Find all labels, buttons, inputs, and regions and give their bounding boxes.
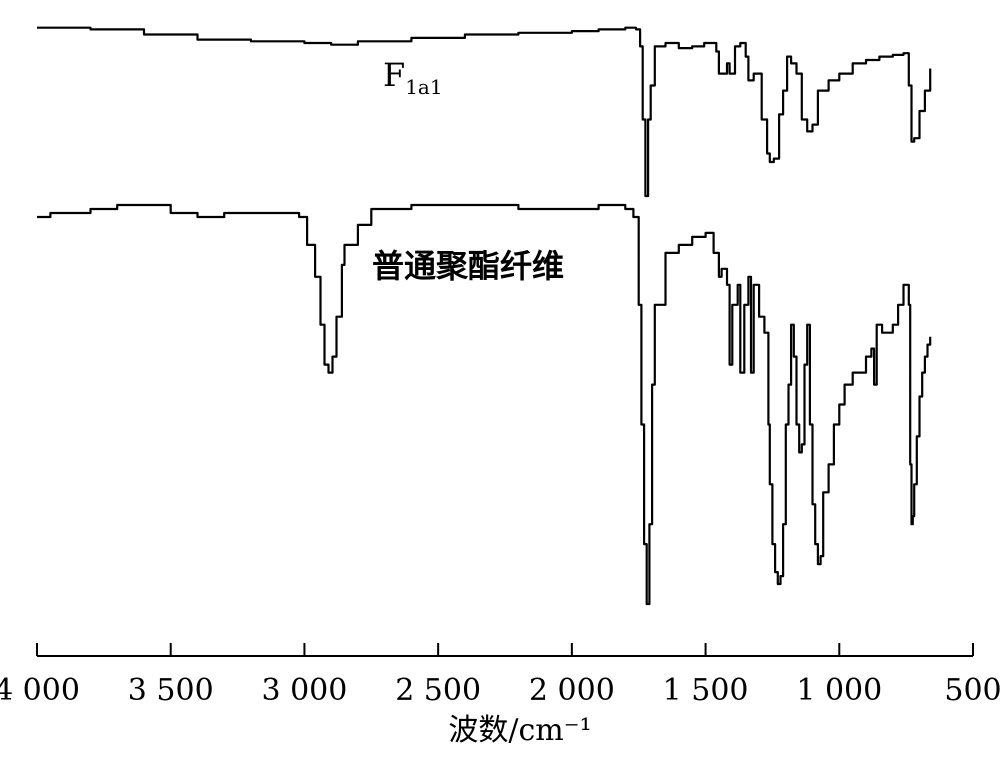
series-label-f1a1-main: F <box>383 56 405 94</box>
x-tick-label: 1 000 <box>796 673 882 708</box>
x-tick-label: 3 500 <box>128 673 214 708</box>
x-tick-label: 2 000 <box>529 673 615 708</box>
x-axis-ticks: 4 000 3 500 3 000 2 500 2 000 1 500 1 000 500 <box>0 643 1000 708</box>
series-label-f1a1: F1a1 <box>383 56 443 99</box>
series-label-f1a1-sub: 1a1 <box>405 75 442 99</box>
x-tick-label: 4 000 <box>0 673 80 708</box>
series-label-ordinary-polyester: 普通聚酯纤维 <box>372 247 564 285</box>
x-tick-label: 500 <box>944 673 1000 708</box>
x-tick-label: 2 500 <box>395 673 481 708</box>
series-labels-group: F1a1 普通聚酯纤维 <box>372 56 564 285</box>
spectrum-line-series-0 <box>37 26 932 198</box>
x-tick-label: 3 000 <box>261 673 347 708</box>
x-tick-label: 1 500 <box>663 673 749 708</box>
spectra-group <box>37 26 932 606</box>
spectrum-line-series-1 <box>37 203 932 606</box>
x-axis-title: 波数/cm⁻¹ <box>448 713 591 748</box>
